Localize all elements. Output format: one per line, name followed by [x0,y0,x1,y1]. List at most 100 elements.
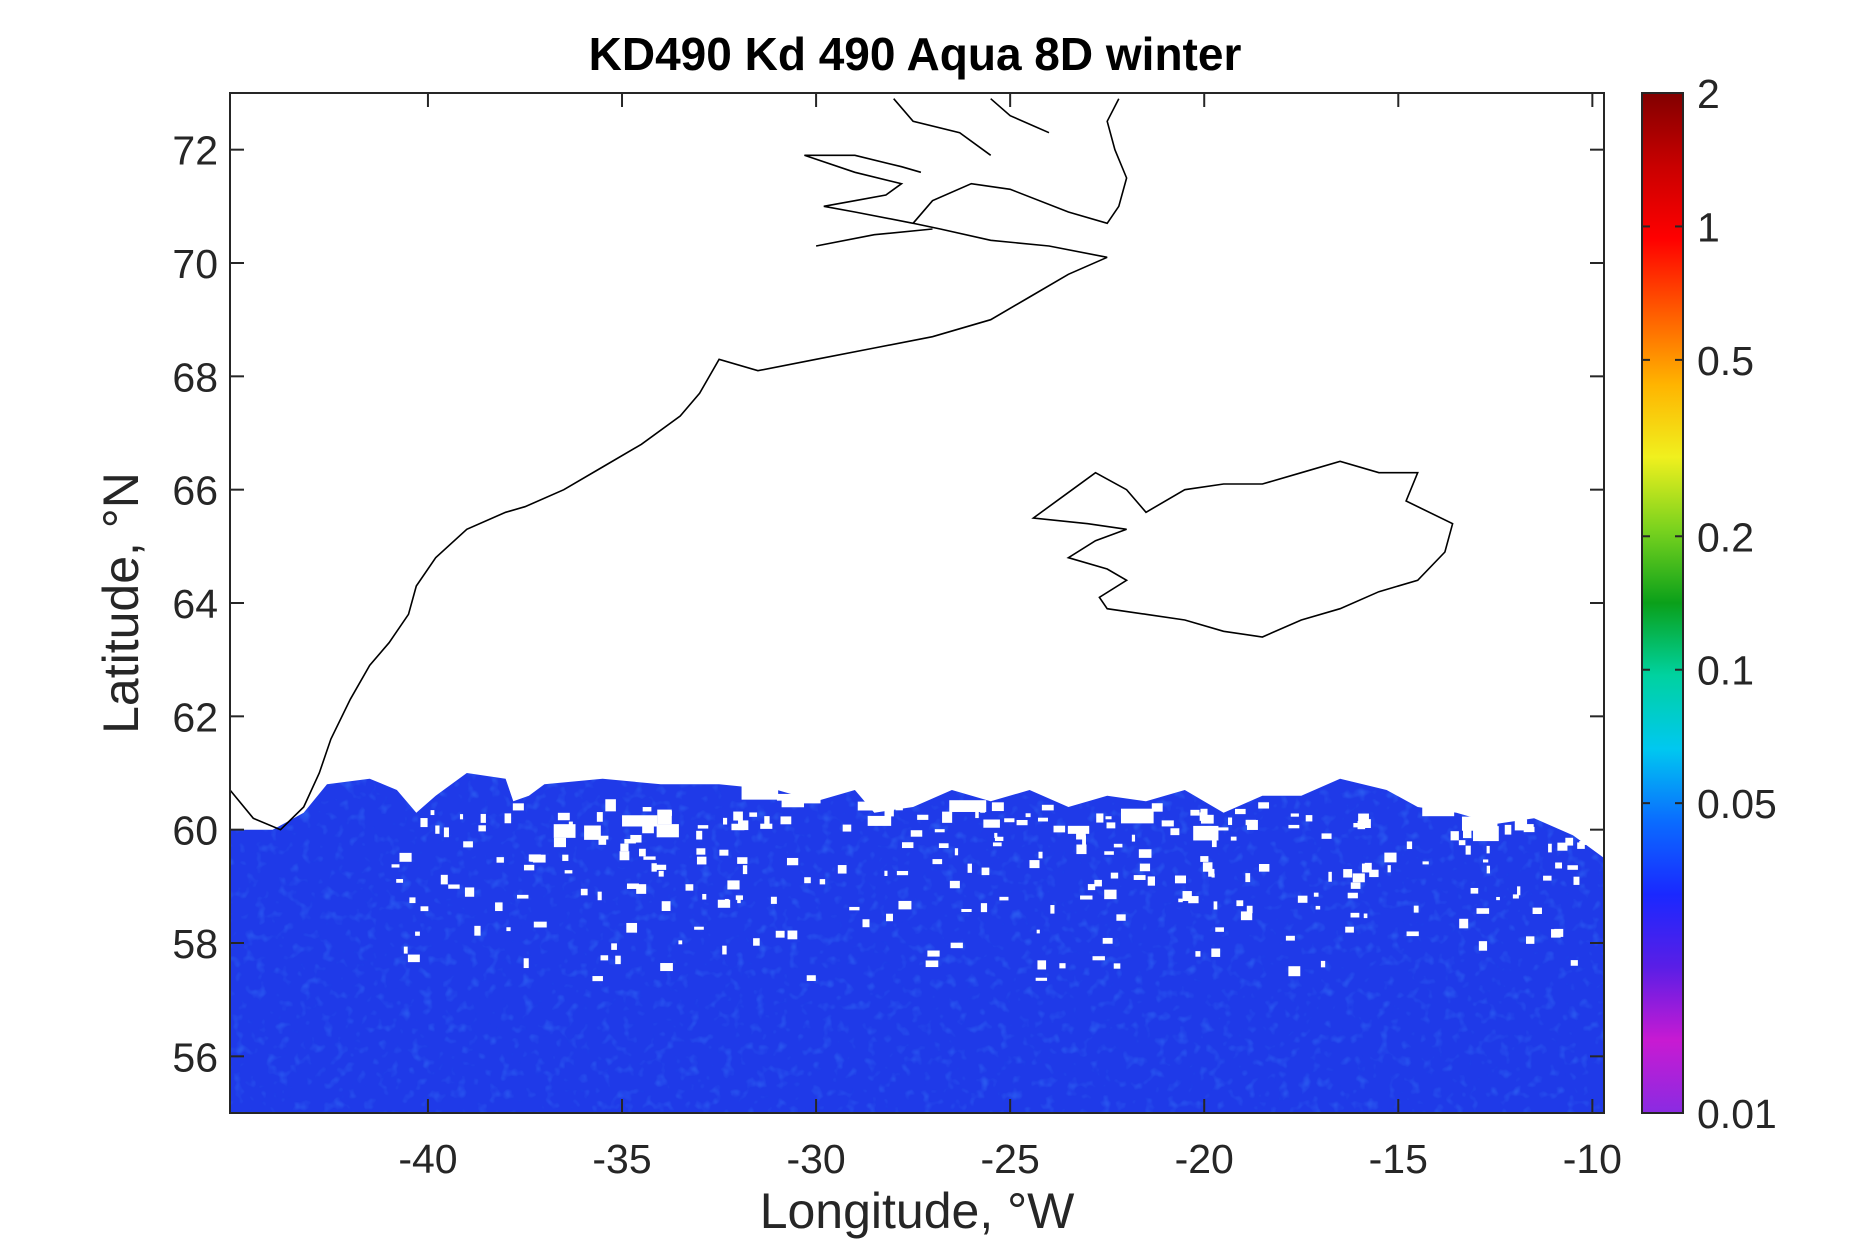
missing-data-gap [1038,851,1043,859]
missing-data-gap [626,883,639,889]
missing-data-gap [642,807,652,812]
missing-data-gap [512,803,524,811]
missing-data-gap [1465,845,1471,855]
missing-data-gap [733,811,743,821]
missing-data-gap [1288,966,1301,977]
missing-data-gap [443,827,449,838]
missing-data-gap [1363,913,1368,919]
y-tick-label: 66 [172,468,218,514]
missing-data-gap [658,870,664,877]
x-axis-label: Longitude, °W [760,1183,1075,1239]
missing-data-gap [1450,831,1459,841]
missing-data-gap [1113,963,1121,969]
missing-data-gap [1076,831,1086,840]
missing-data-gap [857,801,895,811]
missing-data-gap [770,896,777,904]
missing-data-gap [1512,894,1519,899]
missing-data-gap [764,816,770,825]
missing-data-gap [1037,817,1048,822]
missing-data-gap [1120,808,1154,824]
missing-data-gap [737,857,748,864]
colorbar-tick-label: 0.01 [1697,1091,1777,1137]
x-tick-label: -40 [398,1136,457,1182]
missing-data-gap [819,879,826,885]
missing-data-gap [742,865,748,875]
missing-data-gap [1200,856,1209,862]
missing-data-gap [884,810,894,817]
missing-data-gap [1476,908,1490,914]
missing-data-gap [760,823,773,829]
y-tick-label: 68 [172,354,218,400]
missing-data-gap [1116,914,1126,921]
missing-data-gap [1174,875,1187,884]
missing-data-gap [553,824,576,838]
greenland-coastline [230,256,1108,831]
missing-data-gap [727,880,740,890]
missing-data-gap [1315,905,1321,910]
missing-data-gap [1216,827,1229,831]
missing-data-gap [1320,960,1326,968]
missing-data-gap [949,800,987,812]
missing-data-gap [1526,936,1535,944]
missing-data-gap [448,884,460,889]
missing-data-gap [719,849,729,856]
missing-data-gap [1161,820,1174,827]
missing-data-gap [1532,907,1542,915]
missing-data-gap [528,854,541,862]
missing-data-gap [932,859,943,865]
missing-data-gap [917,814,929,820]
missing-data-gap [1104,889,1117,900]
y-tick-label: 58 [172,921,218,967]
missing-data-gap [1462,829,1472,839]
missing-data-gap [1486,865,1491,874]
missing-data-gap [660,963,673,972]
missing-data-gap [1082,835,1086,846]
y-axis-ticks: 56 58 60 62 64 66 68 70 72 [172,128,1604,1080]
missing-data-gap [459,814,464,820]
missing-data-gap [927,950,940,957]
missing-data-gap [420,906,429,912]
missing-data-gap [685,884,694,891]
missing-data-gap [954,848,959,856]
missing-data-gap [898,900,912,910]
missing-data-gap [1106,822,1116,829]
missing-data-gap [598,838,607,845]
missing-data-gap [1246,819,1258,830]
missing-data-gap [592,976,603,982]
missing-data-gap [626,922,638,933]
colorbar: 0.01 0.05 0.1 0.2 0.5 1 2 [1641,71,1777,1137]
missing-data-gap [981,867,990,876]
missing-data-gap [1240,911,1253,921]
missing-data-gap [415,931,420,936]
x-tick-label: -20 [1175,1136,1234,1182]
missing-data-gap [975,810,979,819]
missing-data-gap [596,835,609,840]
missing-data-gap [622,815,658,827]
missing-data-gap [1285,935,1295,941]
missing-data-gaps [391,786,1600,982]
missing-data-gap [1113,843,1123,848]
missing-data-gap [1347,892,1358,899]
missing-data-gap [1138,849,1152,858]
missing-data-gap [1076,844,1087,855]
missing-data-gap [1050,905,1055,914]
missing-data-gap [1523,826,1535,833]
x-axis-ticks: -40 -35 -30 -25 -20 -15 -10 [398,93,1622,1182]
missing-data-gap [1520,786,1556,798]
missing-data-gap [1228,817,1233,825]
missing-data-gap [1016,819,1028,826]
missing-data-gap [696,830,703,840]
missing-data-gap [1036,929,1040,934]
missing-data-gap [1258,802,1270,809]
missing-data-gap [504,813,512,824]
missing-data-gap [1190,809,1200,816]
missing-data-gap [1053,825,1066,833]
missing-data-gap [643,856,656,860]
missing-data-gap [1200,808,1208,816]
missing-data-gap [1384,852,1397,863]
colorbar-ticks: 0.01 0.05 0.1 0.2 0.5 1 2 [1642,71,1777,1137]
missing-data-gap [934,829,945,833]
missing-data-gap [1104,851,1114,855]
missing-data-gap [741,786,779,800]
